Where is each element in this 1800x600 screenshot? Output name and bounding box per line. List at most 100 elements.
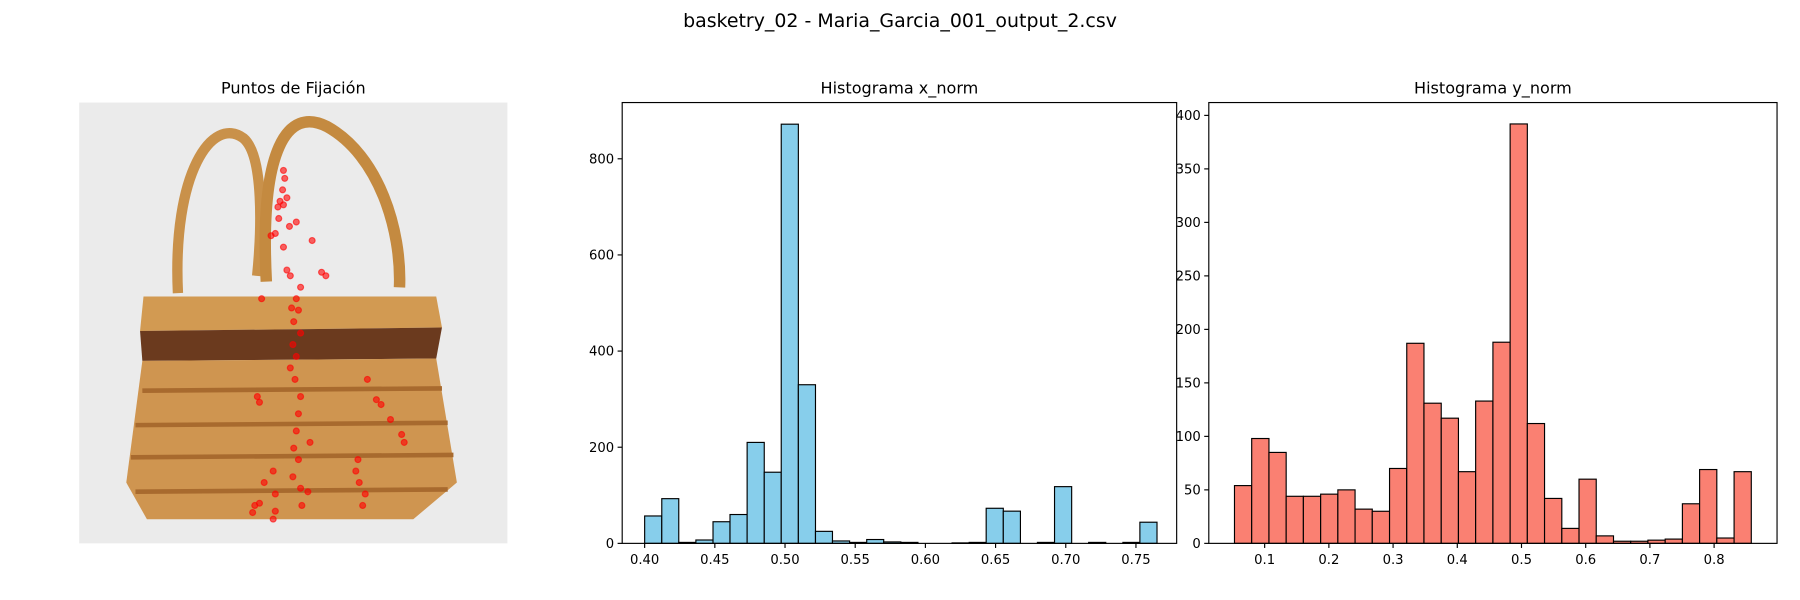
histogram-bar xyxy=(1681,503,1701,544)
x-tick-label: 0.60 xyxy=(911,553,940,568)
histogram-bar xyxy=(1457,471,1477,544)
histogram-bar xyxy=(661,498,680,544)
histogram-bar xyxy=(1251,437,1270,544)
fixation-point xyxy=(279,201,288,209)
fixation-point xyxy=(279,243,288,251)
figure-title: basketry_02 - Maria_Garcia_001_output_2.… xyxy=(683,10,1117,32)
fixation-point xyxy=(363,375,371,383)
histogram-bar xyxy=(1285,495,1304,544)
fixation-point xyxy=(269,515,277,523)
fixation-point xyxy=(290,318,298,326)
y-tick-label: 300 xyxy=(1176,216,1201,231)
fixation-point xyxy=(359,501,367,510)
histogram-bar xyxy=(1595,535,1615,544)
fixation-point xyxy=(291,375,299,383)
y-tick-label: 200 xyxy=(1176,323,1201,338)
histogram-bar xyxy=(985,507,1004,544)
y-tick-label: 400 xyxy=(589,345,614,360)
histogram-bar xyxy=(1440,417,1460,544)
histogram-bar xyxy=(746,441,765,544)
histogram-bar xyxy=(729,513,748,544)
histogram-bar xyxy=(780,123,799,544)
y-tick-label: 800 xyxy=(589,152,614,167)
histogram-bar xyxy=(1475,400,1494,544)
subplot-title: Puntos de Fijación xyxy=(221,78,366,97)
fixation-point xyxy=(271,490,279,498)
histogram-bar xyxy=(1509,123,1528,544)
fixation-point xyxy=(377,400,385,409)
x-tick-label: 0.50 xyxy=(770,553,799,568)
fixation-point xyxy=(271,507,279,515)
histogram-bar xyxy=(1354,508,1373,544)
fixation-point xyxy=(400,438,408,446)
histogram-bar xyxy=(712,521,731,544)
fixation-point xyxy=(255,499,264,507)
fixation-point xyxy=(297,283,305,291)
fixation-point xyxy=(290,444,298,452)
histogram-bar xyxy=(763,471,782,544)
fixation-point xyxy=(298,501,306,510)
y-tick-label: 350 xyxy=(1176,162,1201,177)
x-tick-label: 0.75 xyxy=(1121,553,1150,568)
fixation-point xyxy=(372,396,380,404)
axes-frame xyxy=(1208,101,1778,544)
histogram-bar xyxy=(1664,538,1683,544)
x-tick-label: 0.70 xyxy=(1051,553,1080,568)
fixation-point xyxy=(292,427,300,435)
histogram-bar xyxy=(1337,489,1356,544)
fixation-point xyxy=(283,266,291,274)
x-tick-label: 0.8 xyxy=(1704,553,1725,568)
x-tick-label: 0.5 xyxy=(1511,553,1532,568)
histogram-bar xyxy=(1733,471,1752,544)
y-tick-label: 0 xyxy=(606,537,614,552)
fixation-point xyxy=(308,236,316,245)
fixation-point xyxy=(294,410,303,418)
y-tick-label: 50 xyxy=(1184,483,1201,498)
histogram-bar xyxy=(1526,422,1546,544)
fixation-point xyxy=(249,508,257,517)
fixation-point xyxy=(255,398,264,406)
fixation-point xyxy=(352,467,360,475)
x-tick-label: 0.3 xyxy=(1383,553,1404,568)
fixation-point xyxy=(398,430,406,439)
fixation-point xyxy=(286,364,294,372)
histogram-bar xyxy=(1371,510,1391,544)
fixation-point xyxy=(289,473,297,481)
fixation-point xyxy=(286,272,294,280)
fixation-point xyxy=(289,341,297,349)
fixation-point xyxy=(279,186,287,194)
y-tick-label: 400 xyxy=(1176,109,1201,124)
x-tick-label: 0.2 xyxy=(1318,553,1339,568)
histogram-bar xyxy=(1543,497,1563,544)
fixation-point xyxy=(283,194,291,202)
fixation-point xyxy=(294,456,303,464)
x-tick-label: 0.55 xyxy=(841,553,870,568)
fixation-point xyxy=(267,232,275,240)
fixation-point xyxy=(322,272,330,280)
fixation-point xyxy=(304,488,312,496)
histogram-bar xyxy=(866,538,885,544)
histogram-bar xyxy=(1561,527,1580,544)
y-tick-label: 0 xyxy=(1192,537,1200,552)
fixation-point xyxy=(354,456,362,464)
histogram-bar xyxy=(1268,451,1287,544)
fixation-point xyxy=(285,222,294,230)
fixation-point xyxy=(258,295,266,303)
histogram-bar xyxy=(797,384,817,544)
subplot-title: Histograma x_norm xyxy=(821,78,979,98)
histogram-bar xyxy=(1002,510,1021,544)
y-tick-label: 200 xyxy=(589,441,614,456)
fixation-point xyxy=(269,467,277,475)
basket-photo xyxy=(79,102,508,544)
histogram-bar xyxy=(1233,485,1253,544)
histogram-bar xyxy=(1388,467,1408,544)
fixation-point xyxy=(306,438,314,446)
fixation-point xyxy=(281,174,289,182)
histogram-bar xyxy=(1139,521,1158,544)
fixation-point xyxy=(294,306,303,314)
fixation-point xyxy=(292,295,300,303)
fixation-point xyxy=(253,393,261,401)
fixation-point xyxy=(292,218,300,226)
fixation-point xyxy=(297,393,305,401)
